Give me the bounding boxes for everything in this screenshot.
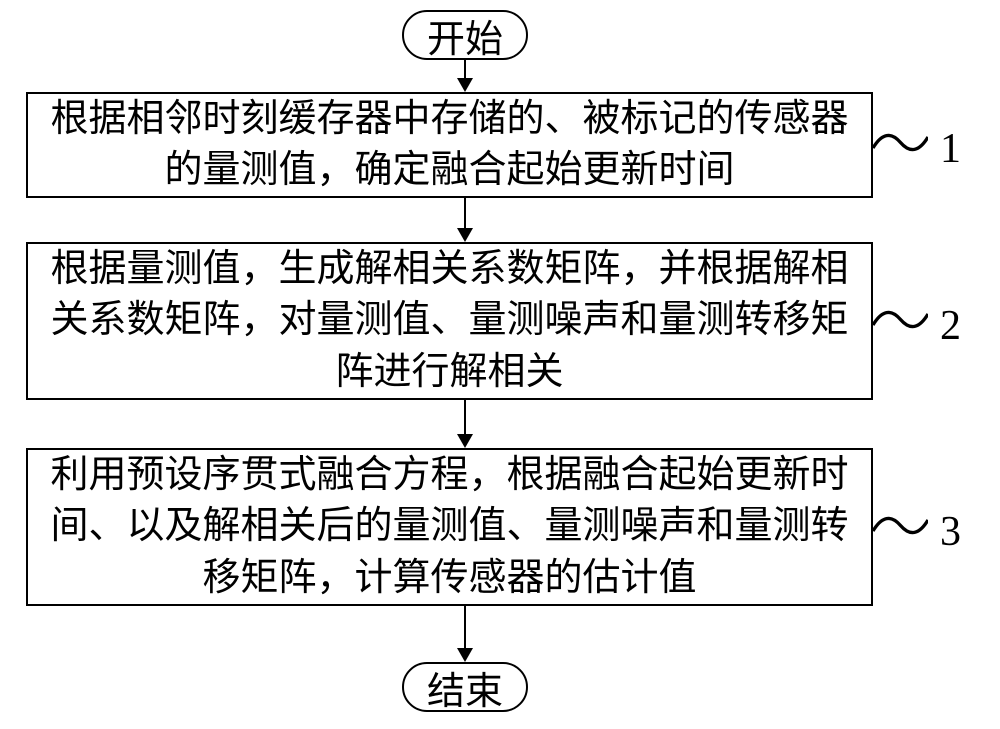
edge-step1-step2-head [457,228,473,242]
end-node: 结束 [402,662,528,712]
step1-text: 根据相邻时刻缓存器中存储的、被标记的传感器的量测值，确定融合起始更新时间 [38,94,861,197]
end-text: 结束 [427,660,503,715]
side-label-1-text: 1 [940,126,961,172]
tilde-connector-2 [873,307,928,332]
edge-step2-step3-head [457,434,473,448]
edge-start-step1 [464,60,466,80]
step1-node: 根据相邻时刻缓存器中存储的、被标记的传感器的量测值，确定融合起始更新时间 [26,92,873,198]
step3-node: 利用预设序贯式融合方程，根据融合起始更新时间、以及解相关后的量测值、量测噪声和量… [26,448,873,606]
side-label-2-text: 2 [940,303,961,349]
step2-node: 根据量测值，生成解相关系数矩阵，并根据解相关系数矩阵，对量测值、量测噪声和量测转… [26,242,873,400]
step2-text: 根据量测值，生成解相关系数矩阵，并根据解相关系数矩阵，对量测值、量测噪声和量测转… [38,244,861,398]
edge-step2-step3 [464,400,466,436]
edge-step1-step2 [464,198,466,230]
step3-text: 利用预设序贯式融合方程，根据融合起始更新时间、以及解相关后的量测值、量测噪声和量… [38,450,861,604]
side-label-3-text: 3 [940,509,961,555]
start-text: 开始 [427,8,503,63]
start-node: 开始 [402,10,528,60]
side-label-3: 3 [940,508,961,556]
edge-start-step1-head [457,78,473,92]
tilde-connector-1 [873,130,928,155]
tilde-connector-3 [873,513,928,538]
edge-step3-end [464,606,466,650]
side-label-2: 2 [940,302,961,350]
flowchart-canvas: 开始 根据相邻时刻缓存器中存储的、被标记的传感器的量测值，确定融合起始更新时间 … [0,0,1000,729]
side-label-1: 1 [940,125,961,173]
